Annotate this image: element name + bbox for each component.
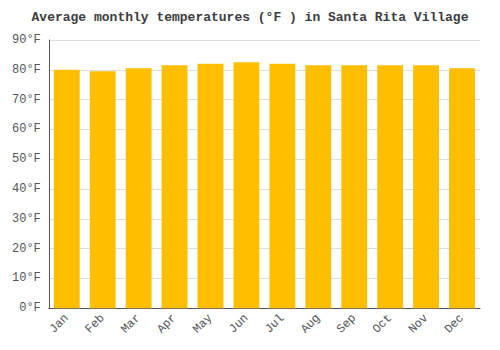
svg-text:0°F: 0°F xyxy=(19,301,41,315)
svg-text:May: May xyxy=(190,311,215,336)
svg-text:60°F: 60°F xyxy=(12,122,41,136)
svg-text:80°F: 80°F xyxy=(12,63,41,77)
svg-text:Average monthly temperatures (: Average monthly temperatures (°F ) in Sa… xyxy=(32,10,469,25)
svg-text:Apr: Apr xyxy=(154,311,179,336)
svg-text:Oct: Oct xyxy=(370,311,395,336)
svg-text:40°F: 40°F xyxy=(12,182,41,196)
svg-text:30°F: 30°F xyxy=(12,212,41,226)
svg-text:Nov: Nov xyxy=(406,311,431,336)
svg-text:50°F: 50°F xyxy=(12,152,41,166)
svg-text:Feb: Feb xyxy=(82,311,107,336)
svg-text:10°F: 10°F xyxy=(12,271,41,285)
svg-text:Jun: Jun xyxy=(226,311,251,336)
svg-text:Aug: Aug xyxy=(298,311,323,336)
svg-text:Jan: Jan xyxy=(47,311,72,336)
svg-text:90°F: 90°F xyxy=(12,33,41,47)
svg-text:Jul: Jul xyxy=(262,311,287,336)
svg-text:Dec: Dec xyxy=(442,311,467,336)
svg-text:20°F: 20°F xyxy=(12,242,41,256)
svg-text:Mar: Mar xyxy=(118,311,143,336)
svg-text:Sep: Sep xyxy=(334,311,359,336)
svg-text:70°F: 70°F xyxy=(12,93,41,107)
